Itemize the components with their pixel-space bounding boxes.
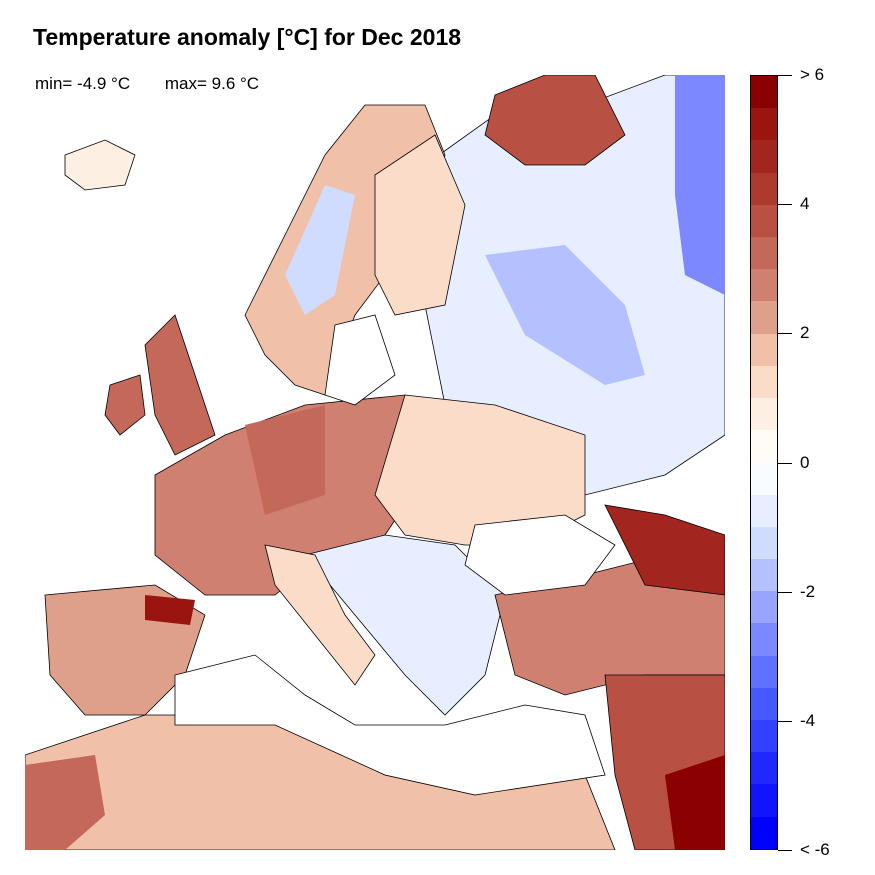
- colorbar-bin: [751, 269, 777, 302]
- mediterranean-sea: [174, 654, 606, 796]
- min-max-readout: min= -4.9 °C max= 9.6 °C: [33, 74, 262, 94]
- colorbar-tick: [778, 850, 792, 851]
- colorbar-tick-label: 4: [800, 194, 810, 214]
- colorbar-tick: [778, 75, 792, 76]
- colorbar-bin: [751, 108, 777, 141]
- colorbar-tick-label: -4: [800, 710, 816, 730]
- colorbar-bin: [751, 140, 777, 173]
- region-finland: [374, 134, 466, 316]
- colorbar-bin: [751, 752, 777, 785]
- region-balkans: [304, 534, 506, 716]
- region-pyrenees: [145, 595, 195, 625]
- colorbar-bin: [751, 76, 777, 109]
- region-iceland: [64, 139, 136, 191]
- colorbar-bin: [751, 430, 777, 463]
- region-morocco: [25, 755, 105, 850]
- colorbar-bin: [751, 623, 777, 656]
- colorbar-bin: [751, 655, 777, 688]
- colorbar-bin: [751, 494, 777, 527]
- region-britain: [144, 314, 216, 456]
- colorbar-bin: [751, 559, 777, 592]
- region-arabia-dark: [665, 755, 725, 850]
- colorbar-tick: [778, 591, 792, 593]
- land-regions: [25, 75, 725, 850]
- baltic-sea: [324, 314, 396, 406]
- max-value: max= 9.6 °C: [164, 74, 260, 93]
- colorbar-bin: [751, 365, 777, 399]
- colorbar-tick-label: > 6: [800, 65, 825, 84]
- region-russia-blue: [485, 245, 645, 385]
- colorbar-bin: [751, 784, 777, 817]
- colorbar-tick: [778, 333, 792, 335]
- region-norway-blue: [285, 185, 355, 315]
- region-germany: [245, 405, 325, 515]
- colorbar-tick-label: -2: [800, 581, 816, 601]
- colorbar-tick-label: < -6: [800, 840, 830, 859]
- colorbar-bin: [751, 333, 777, 366]
- colorbar-tick: [778, 462, 792, 464]
- colorbar-bin: [751, 720, 777, 753]
- black-sea: [464, 514, 616, 596]
- region-italy: [264, 544, 376, 686]
- colorbar-tick-label: 2: [800, 323, 810, 343]
- colorbar-tick: [778, 720, 792, 722]
- colorbar: [750, 75, 778, 850]
- region-caucasus: [604, 504, 725, 596]
- colorbar-bin: [751, 816, 777, 849]
- colorbar-bin: [751, 172, 777, 205]
- region-north-russia: [484, 75, 626, 166]
- map-title: Temperature anomaly [°C] for Dec 2018: [33, 24, 462, 50]
- colorbar-bin: [751, 204, 777, 238]
- anomaly-map: [25, 75, 725, 850]
- region-urals-blue: [675, 75, 725, 295]
- colorbar-bin: [751, 301, 777, 334]
- min-value: min= -4.9 °C: [35, 74, 131, 93]
- colorbar-tick: [778, 204, 792, 206]
- region-ireland: [104, 374, 146, 436]
- colorbar-bin: [751, 687, 777, 721]
- colorbar-bin: [751, 462, 777, 495]
- colorbar-bin: [751, 591, 777, 624]
- colorbar-bin: [751, 237, 777, 270]
- colorbar-bin: [751, 398, 777, 431]
- colorbar-tick-label: 0: [800, 452, 810, 472]
- colorbar-bin: [751, 526, 777, 560]
